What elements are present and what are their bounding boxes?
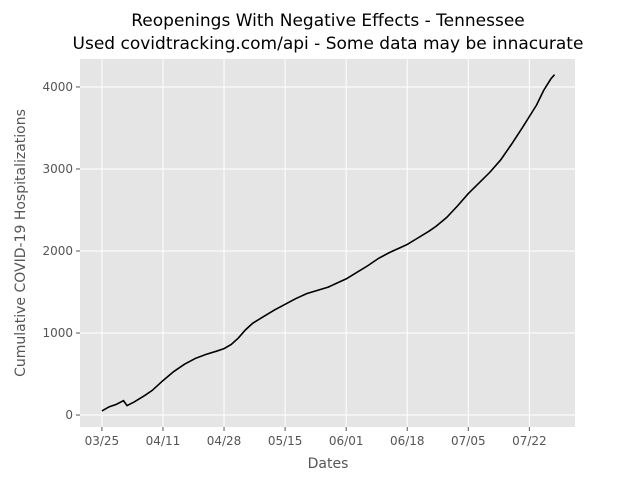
chart-subtitle: Used covidtracking.com/api - Some data m…: [73, 34, 584, 54]
chart-title: Reopenings With Negative Effects - Tenne…: [131, 11, 525, 31]
x-tick-label: 04/11: [146, 434, 181, 448]
y-tick-label: 4000: [42, 80, 73, 94]
x-axis-label: Dates: [308, 456, 349, 472]
y-tick-label: 1000: [42, 326, 73, 340]
x-tick-label: 06/18: [390, 434, 425, 448]
y-tick-label: 2000: [42, 244, 73, 258]
y-tick-label: 0: [65, 408, 73, 422]
x-tick-label: 05/15: [268, 434, 303, 448]
plot-area: [80, 59, 575, 427]
x-tick-label: 03/25: [85, 434, 120, 448]
data-line: [101, 74, 556, 412]
x-tick-label: 04/28: [207, 434, 242, 448]
y-axis-label: Cumulative COVID-19 Hospitalizations: [13, 109, 29, 377]
y-tick-label: 3000: [42, 162, 73, 176]
x-tick-label: 07/05: [451, 434, 486, 448]
x-tick-label: 06/01: [329, 434, 364, 448]
x-tick-label: 07/22: [512, 434, 547, 448]
